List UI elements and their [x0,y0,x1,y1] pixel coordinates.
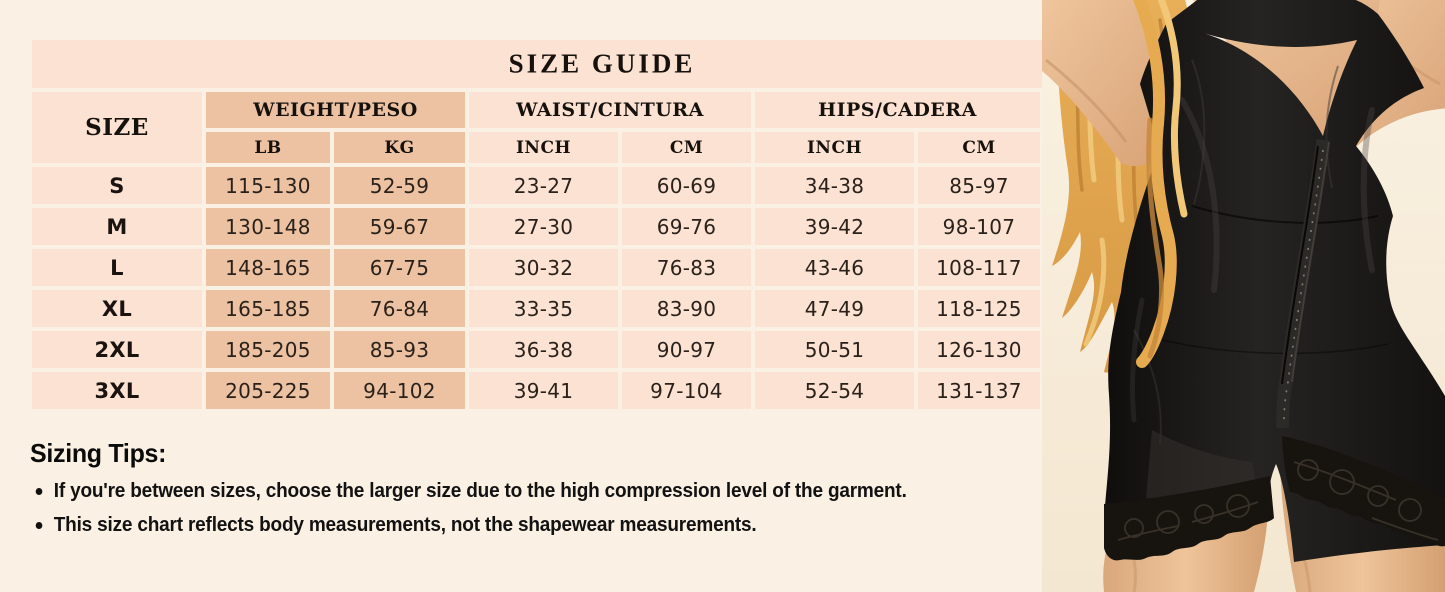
sizing-tips-section: Sizing Tips: If you're between sizes, ch… [30,438,990,537]
sizing-tip-text: This size chart reflects body measuremen… [53,514,757,536]
table-cell: 94-102 [334,372,465,409]
sizing-tip-item: If you're between sizes, choose the larg… [30,480,942,503]
subheader-weight-kg: KG [334,132,465,163]
row-label-3xl: 3XL [32,372,202,409]
subheader-weight-lb: LB [206,132,330,163]
table-cell: 52-59 [334,167,465,204]
table-cell: 39-41 [469,372,618,409]
header-waist-cintura: WAIST/CINTURA [469,92,751,128]
table-cell: 108-117 [918,249,1040,286]
table-cell: 115-130 [206,167,330,204]
row-label-s: S [32,167,202,204]
table-cell: 27-30 [469,208,618,245]
table-cell: 67-75 [334,249,465,286]
sizing-tip-item: This size chart reflects body measuremen… [30,514,942,537]
subheader-hips-cm: CM [918,132,1040,163]
bullet-dot-icon [35,488,43,495]
table-cell: 43-46 [755,249,914,286]
table-cell: 83-90 [622,290,751,327]
table-cell: 59-67 [334,208,465,245]
table-cell: 165-185 [206,290,330,327]
table-cell: 76-83 [622,249,751,286]
model-photo [1042,0,1445,592]
table-cell: 97-104 [622,372,751,409]
table-cell: 118-125 [918,290,1040,327]
page-title: SIZE GUIDE [508,48,696,79]
model-hair-front [1133,0,1188,368]
sizing-tip-text: If you're between sizes, choose the larg… [53,480,907,502]
table-cell: 39-42 [755,208,914,245]
table-cell: 131-137 [918,372,1040,409]
sizing-tips-heading: Sizing Tips: [30,438,167,468]
table-cell: 69-76 [622,208,751,245]
header-weight-peso: WEIGHT/PESO [206,92,465,128]
table-cell: 148-165 [206,249,330,286]
row-label-l: L [32,249,202,286]
table-cell: 33-35 [469,290,618,327]
subheader-waist-cm: CM [622,132,751,163]
size-table: SIZE WEIGHT/PESO WAIST/CINTURA HIPS/CADE… [32,92,1042,409]
table-cell: 52-54 [755,372,914,409]
table-cell: 85-97 [918,167,1040,204]
table-cell: 36-38 [469,331,618,368]
subheader-hips-inch: INCH [755,132,914,163]
table-cell: 205-225 [206,372,330,409]
row-label-xl: XL [32,290,202,327]
bullet-dot-icon [35,522,43,529]
table-cell: 23-27 [469,167,618,204]
table-cell: 130-148 [206,208,330,245]
table-cell: 185-205 [206,331,330,368]
lace-trim [1104,436,1445,561]
table-cell: 60-69 [622,167,751,204]
row-label-m: M [32,208,202,245]
header-hips-cadera: HIPS/CADERA [755,92,1040,128]
table-cell: 85-93 [334,331,465,368]
row-label-2xl: 2XL [32,331,202,368]
hook-eye-closure [1276,139,1330,429]
table-cell: 76-84 [334,290,465,327]
table-cell: 126-130 [918,331,1040,368]
table-cell: 30-32 [469,249,618,286]
table-cell: 90-97 [622,331,751,368]
table-cell: 50-51 [755,331,914,368]
title-band: SIZE GUIDE [32,40,1042,88]
table-cell: 34-38 [755,167,914,204]
table-cell: 47-49 [755,290,914,327]
header-size: SIZE [32,92,202,163]
subheader-waist-inch: INCH [469,132,618,163]
table-cell: 98-107 [918,208,1040,245]
